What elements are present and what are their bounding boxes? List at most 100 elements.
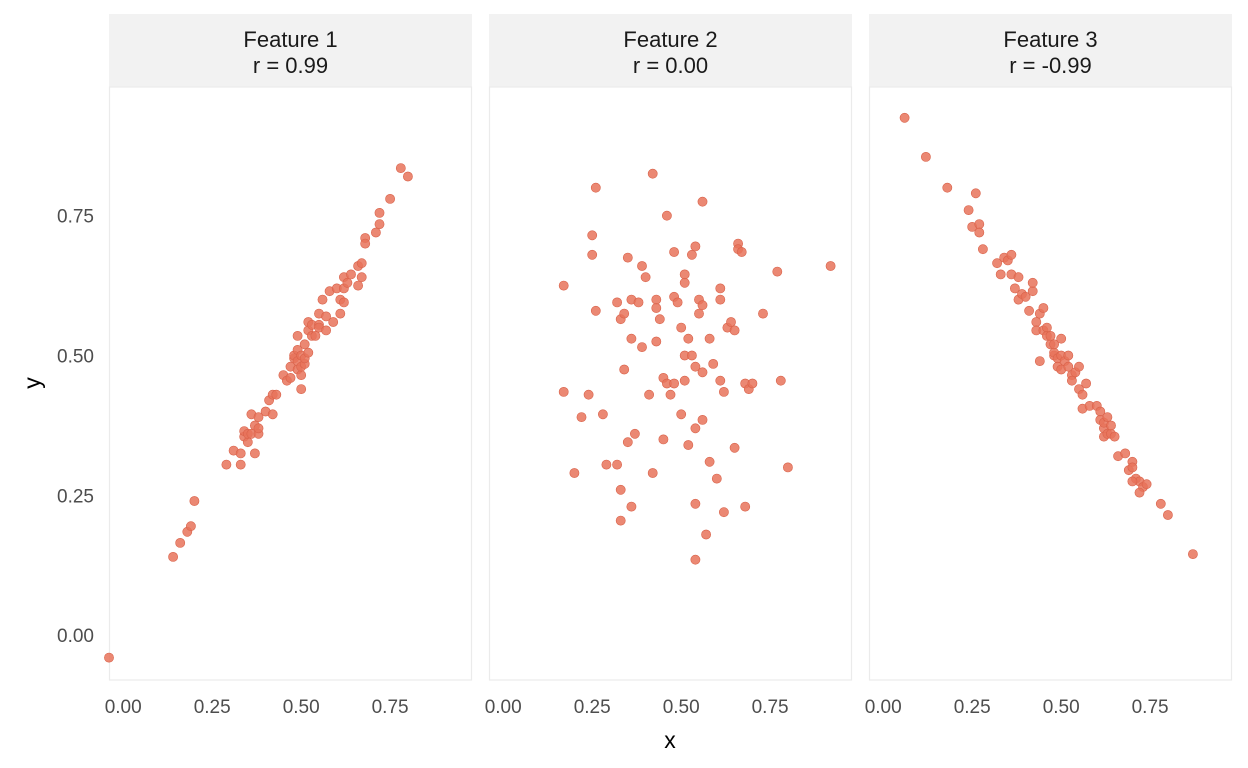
data-point [342, 277, 353, 288]
data-point [775, 375, 786, 386]
y-axis-title: y [19, 377, 45, 389]
data-point [1013, 272, 1024, 283]
data-point [679, 375, 690, 386]
data-point [995, 269, 1006, 280]
data-point [626, 501, 637, 512]
panel-title: Feature 3 [1003, 27, 1097, 52]
data-point [558, 386, 569, 397]
data-point [615, 484, 626, 495]
data-point [694, 308, 704, 319]
data-point [704, 333, 715, 344]
data-point [637, 342, 647, 352]
data-point [1010, 283, 1020, 294]
panel-1: Feature 1r = 0.99 0.00 0.25 0.50 0.75 [104, 14, 473, 718]
data-point [590, 305, 601, 316]
data-point [168, 552, 178, 562]
data-point [1024, 305, 1034, 316]
panel-border [108, 86, 473, 681]
data-point [370, 227, 381, 238]
panel-title: Feature 1 [243, 27, 337, 52]
x-tick-label: 0.50 [663, 697, 700, 718]
panels: Feature 1r = 0.990.00 0.25 0.50 0.75Feature… [104, 14, 1233, 718]
data-point [185, 521, 196, 532]
y-tick-label: 0.50 [57, 347, 94, 368]
data-point [253, 423, 264, 434]
panel-strip [869, 14, 1232, 87]
data-point [942, 182, 953, 193]
data-point [395, 163, 406, 173]
data-point [654, 314, 665, 325]
data-point [992, 258, 1002, 269]
data-point [697, 196, 708, 207]
data-point [1045, 330, 1056, 341]
data-point [651, 294, 662, 305]
x-tick-label: 0.00 [105, 697, 142, 718]
data-point [1081, 378, 1091, 389]
x-tick-label: 0.75 [1132, 697, 1169, 718]
data-point [338, 297, 349, 308]
data-point [353, 280, 363, 291]
data-point [296, 370, 307, 380]
x-tick-label: 0.50 [1043, 697, 1080, 718]
data-point [697, 414, 708, 425]
data-point [175, 538, 186, 548]
data-point [1109, 431, 1120, 442]
data-point [679, 269, 690, 280]
data-point [669, 247, 679, 257]
data-point [825, 261, 836, 271]
data-point [321, 311, 331, 322]
data-point [1056, 333, 1067, 344]
data-point [758, 308, 768, 319]
data-point [665, 389, 676, 400]
data-point [729, 442, 740, 453]
data-point [974, 219, 985, 229]
data-point [676, 409, 687, 420]
data-point [374, 219, 385, 229]
data-point [719, 507, 729, 518]
x-tick-label: 0.50 [283, 697, 320, 718]
data-point [303, 347, 314, 358]
data-point [558, 280, 569, 291]
data-point [676, 322, 687, 333]
data-point [590, 182, 601, 193]
panel-strip [489, 14, 852, 87]
data-point [1163, 510, 1173, 520]
y-axis: 0.00 0.25 0.50 0.75 [57, 207, 94, 648]
data-point [1127, 462, 1138, 473]
data-point [697, 367, 708, 378]
data-point [385, 193, 395, 204]
data-point [221, 459, 232, 470]
data-point [708, 358, 719, 369]
data-point [672, 297, 683, 308]
data-point [978, 244, 988, 255]
data-point [1188, 549, 1198, 559]
data-point [253, 412, 264, 422]
data-point [647, 168, 658, 179]
data-point [899, 112, 910, 123]
data-point [317, 294, 328, 305]
data-point [658, 434, 669, 445]
x-tick-label: 0.25 [954, 697, 991, 718]
data-point [569, 468, 580, 478]
panel-title: Feature 2 [623, 27, 717, 52]
data-point [683, 440, 694, 450]
x-axis-title: x [664, 727, 676, 753]
data-point [615, 515, 626, 526]
data-point [189, 496, 200, 506]
data-point [669, 378, 679, 389]
data-point [598, 409, 608, 420]
data-point [292, 330, 303, 341]
data-point [285, 372, 296, 383]
panel-correlation: r = -0.99 [1009, 53, 1092, 78]
data-point [296, 384, 307, 394]
data-point [697, 300, 708, 311]
data-point [783, 462, 793, 473]
data-point [647, 468, 658, 478]
x-tick-label: 0.25 [574, 697, 611, 718]
data-point [346, 269, 356, 280]
data-point [1134, 487, 1145, 498]
data-point [1077, 389, 1088, 400]
data-point [587, 249, 598, 260]
data-point [651, 336, 662, 347]
data-point [1102, 412, 1113, 422]
